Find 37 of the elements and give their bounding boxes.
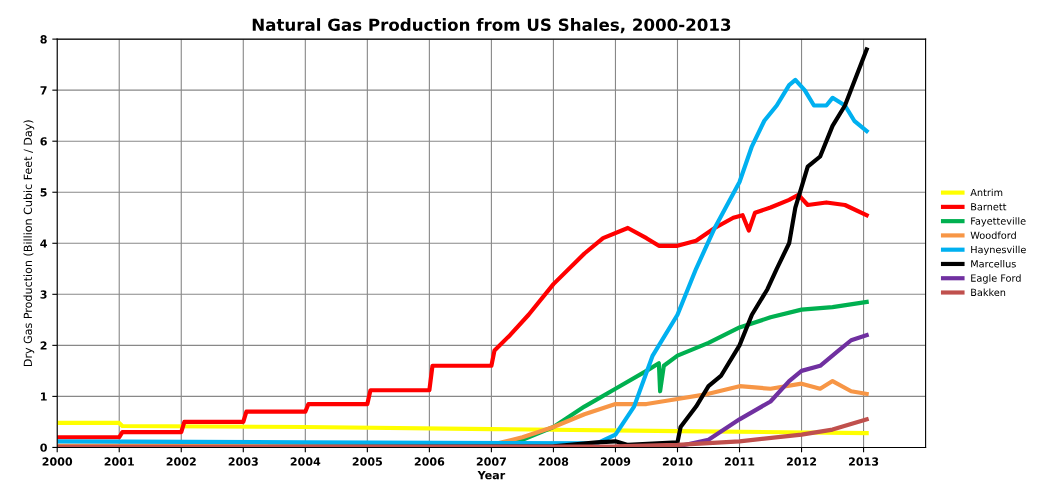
y-tick-label: 5 — [40, 188, 47, 197]
x-axis-title: Year — [477, 471, 506, 480]
x-tick-label: 2010 — [662, 457, 693, 466]
line-series — [57, 420, 869, 436]
y-tick-label: 6 — [40, 137, 47, 146]
legend-label: Eagle Ford — [971, 274, 1021, 284]
y-tick-label: 7 — [40, 86, 47, 95]
chart-title: Natural Gas Production from US Shales, 2000-2013 — [252, 18, 731, 34]
y-tick-label: 0 — [40, 443, 47, 452]
x-tick-label: 2004 — [290, 457, 321, 466]
y-tick-label: 1 — [41, 392, 47, 401]
y-tick-label: 4 — [40, 239, 47, 248]
x-tick-label: 2013 — [848, 457, 879, 466]
x-tick-label: 2009 — [600, 457, 631, 466]
y-axis-title: Dry Gas Production (Billion Cubic Feet / Day) — [23, 120, 35, 367]
x-tick-label: 2001 — [104, 457, 134, 466]
legend-label: Antrim — [970, 188, 1003, 197]
y-tick-label: 8 — [40, 35, 47, 44]
x-tick-label: 2003 — [228, 457, 258, 466]
x-tick-label: 2006 — [414, 457, 445, 466]
x-tick-label: 2007 — [476, 457, 506, 466]
line-series — [57, 192, 869, 440]
x-tick-label: 2008 — [538, 457, 569, 466]
x-tick-label: 2000 — [42, 457, 73, 466]
y-tick-label: 2 — [40, 341, 47, 350]
x-tick-label: 2012 — [786, 457, 817, 466]
legend-label: Woodford — [970, 231, 1016, 239]
legend-label: Marcellus — [971, 259, 1016, 268]
legend-label: Haynesville — [971, 245, 1026, 256]
x-tick-label: 2005 — [352, 457, 383, 466]
x-tick-label: 2011 — [724, 457, 755, 466]
legend-label: Fayetteville — [971, 217, 1026, 227]
y-tick-label: 3 — [40, 290, 47, 299]
x-tick-label: 2002 — [166, 457, 196, 466]
legend-label: Barnett — [971, 203, 1007, 211]
line-series — [57, 417, 869, 448]
legend-label: Bakken — [971, 288, 1006, 297]
